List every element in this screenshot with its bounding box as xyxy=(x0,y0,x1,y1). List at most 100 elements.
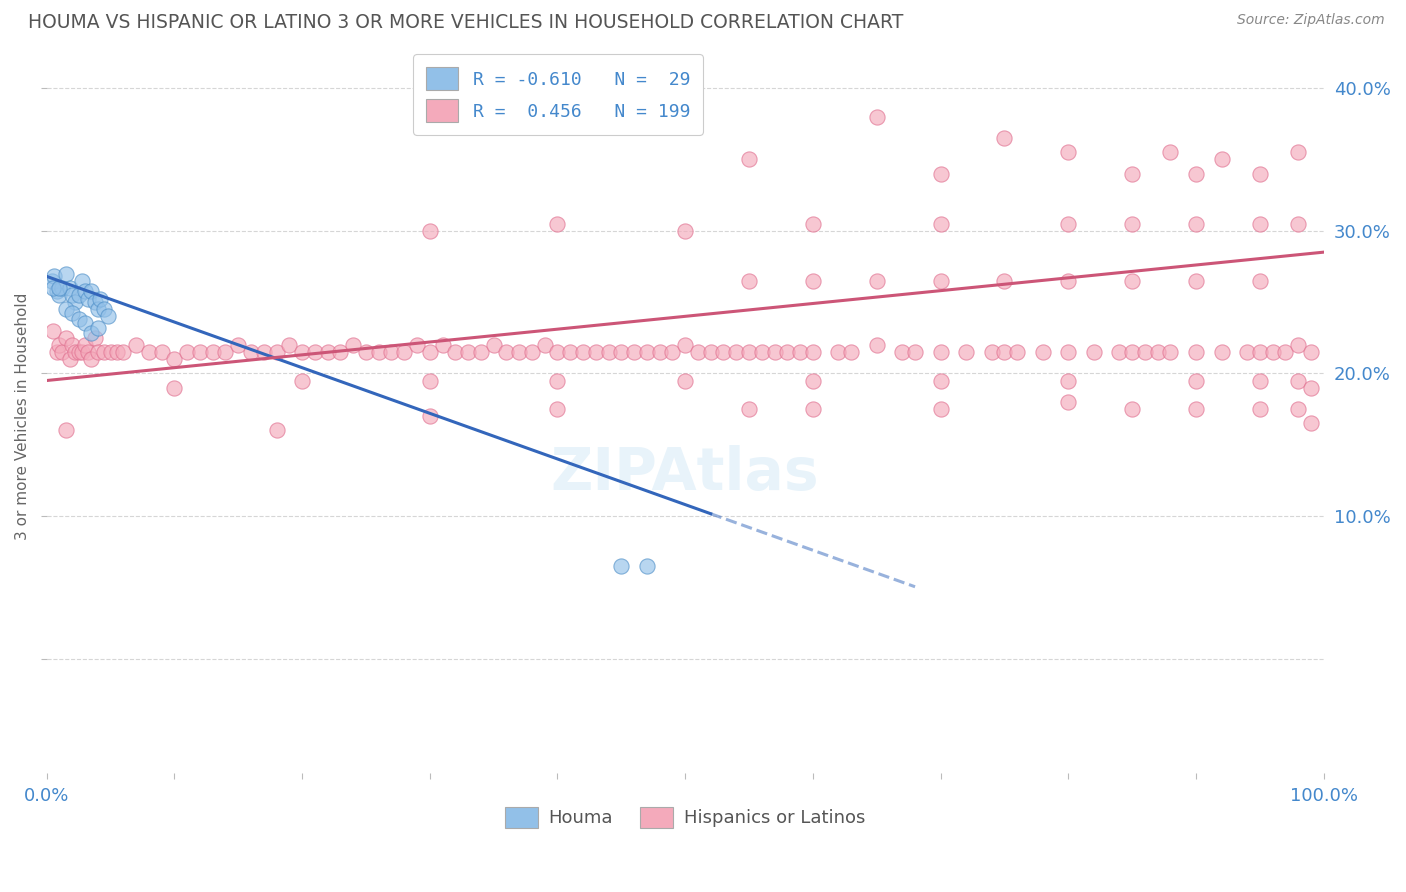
Point xyxy=(1211,345,1233,359)
Point xyxy=(48,338,70,352)
Point xyxy=(41,274,63,288)
Point xyxy=(84,331,107,345)
Point xyxy=(827,345,849,359)
Point xyxy=(97,310,120,324)
Point xyxy=(623,345,645,359)
Point xyxy=(1249,374,1271,388)
Point xyxy=(1159,145,1181,160)
Point xyxy=(1121,345,1143,359)
Point xyxy=(1032,345,1054,359)
Point xyxy=(839,345,862,359)
Point xyxy=(929,402,952,417)
Point xyxy=(547,402,569,417)
Point xyxy=(48,281,70,295)
Point xyxy=(1249,402,1271,417)
Point xyxy=(457,345,479,359)
Point xyxy=(993,131,1015,145)
Point xyxy=(380,345,402,359)
Point xyxy=(1211,153,1233,167)
Point xyxy=(55,302,77,317)
Point xyxy=(1286,338,1309,352)
Point xyxy=(73,317,96,331)
Point xyxy=(45,345,67,359)
Point xyxy=(266,424,288,438)
Point xyxy=(929,167,952,181)
Point xyxy=(610,345,633,359)
Point xyxy=(1185,402,1208,417)
Point xyxy=(547,374,569,388)
Point xyxy=(1185,345,1208,359)
Point xyxy=(45,284,67,298)
Point xyxy=(1005,345,1028,359)
Point xyxy=(1286,402,1309,417)
Point xyxy=(226,338,249,352)
Point xyxy=(1083,345,1105,359)
Point xyxy=(866,274,889,288)
Point xyxy=(1249,217,1271,231)
Point xyxy=(93,302,115,317)
Point xyxy=(444,345,467,359)
Point xyxy=(55,331,77,345)
Point xyxy=(801,402,824,417)
Point xyxy=(482,338,505,352)
Point xyxy=(699,345,721,359)
Point xyxy=(508,345,530,359)
Point xyxy=(87,302,110,317)
Point xyxy=(60,288,83,302)
Point xyxy=(610,558,633,573)
Point xyxy=(955,345,977,359)
Point xyxy=(87,345,110,359)
Point xyxy=(201,345,224,359)
Point xyxy=(266,345,288,359)
Point xyxy=(76,345,98,359)
Point xyxy=(1185,167,1208,181)
Text: HOUMA VS HISPANIC OR LATINO 3 OR MORE VEHICLES IN HOUSEHOLD CORRELATION CHART: HOUMA VS HISPANIC OR LATINO 3 OR MORE VE… xyxy=(28,13,904,32)
Point xyxy=(1261,345,1284,359)
Point xyxy=(67,288,90,302)
Point xyxy=(1057,395,1080,409)
Point xyxy=(1057,274,1080,288)
Point xyxy=(51,345,73,359)
Point xyxy=(929,217,952,231)
Point xyxy=(63,345,86,359)
Point xyxy=(1185,274,1208,288)
Point xyxy=(738,274,761,288)
Point xyxy=(48,288,70,302)
Point xyxy=(84,295,107,310)
Point xyxy=(763,345,786,359)
Point xyxy=(1299,417,1322,431)
Point xyxy=(329,345,352,359)
Point xyxy=(866,338,889,352)
Point xyxy=(72,345,94,359)
Point xyxy=(63,295,86,310)
Point xyxy=(367,345,389,359)
Point xyxy=(55,424,77,438)
Point xyxy=(1057,145,1080,160)
Point xyxy=(1108,345,1130,359)
Point xyxy=(80,284,103,298)
Point xyxy=(495,345,517,359)
Point xyxy=(648,345,671,359)
Point xyxy=(1249,345,1271,359)
Y-axis label: 3 or more Vehicles in Household: 3 or more Vehicles in Household xyxy=(15,293,30,540)
Point xyxy=(547,345,569,359)
Point xyxy=(42,324,65,338)
Point xyxy=(929,374,952,388)
Point xyxy=(150,345,173,359)
Point xyxy=(1146,345,1168,359)
Point xyxy=(1121,402,1143,417)
Point xyxy=(673,338,696,352)
Point xyxy=(163,381,186,395)
Text: Source: ZipAtlas.com: Source: ZipAtlas.com xyxy=(1237,13,1385,28)
Point xyxy=(59,281,82,295)
Point xyxy=(738,153,761,167)
Point xyxy=(738,345,761,359)
Point xyxy=(80,326,103,341)
Point xyxy=(72,274,94,288)
Point xyxy=(93,345,115,359)
Point xyxy=(125,338,148,352)
Point xyxy=(636,558,658,573)
Point xyxy=(176,345,198,359)
Point xyxy=(80,352,103,367)
Point xyxy=(993,274,1015,288)
